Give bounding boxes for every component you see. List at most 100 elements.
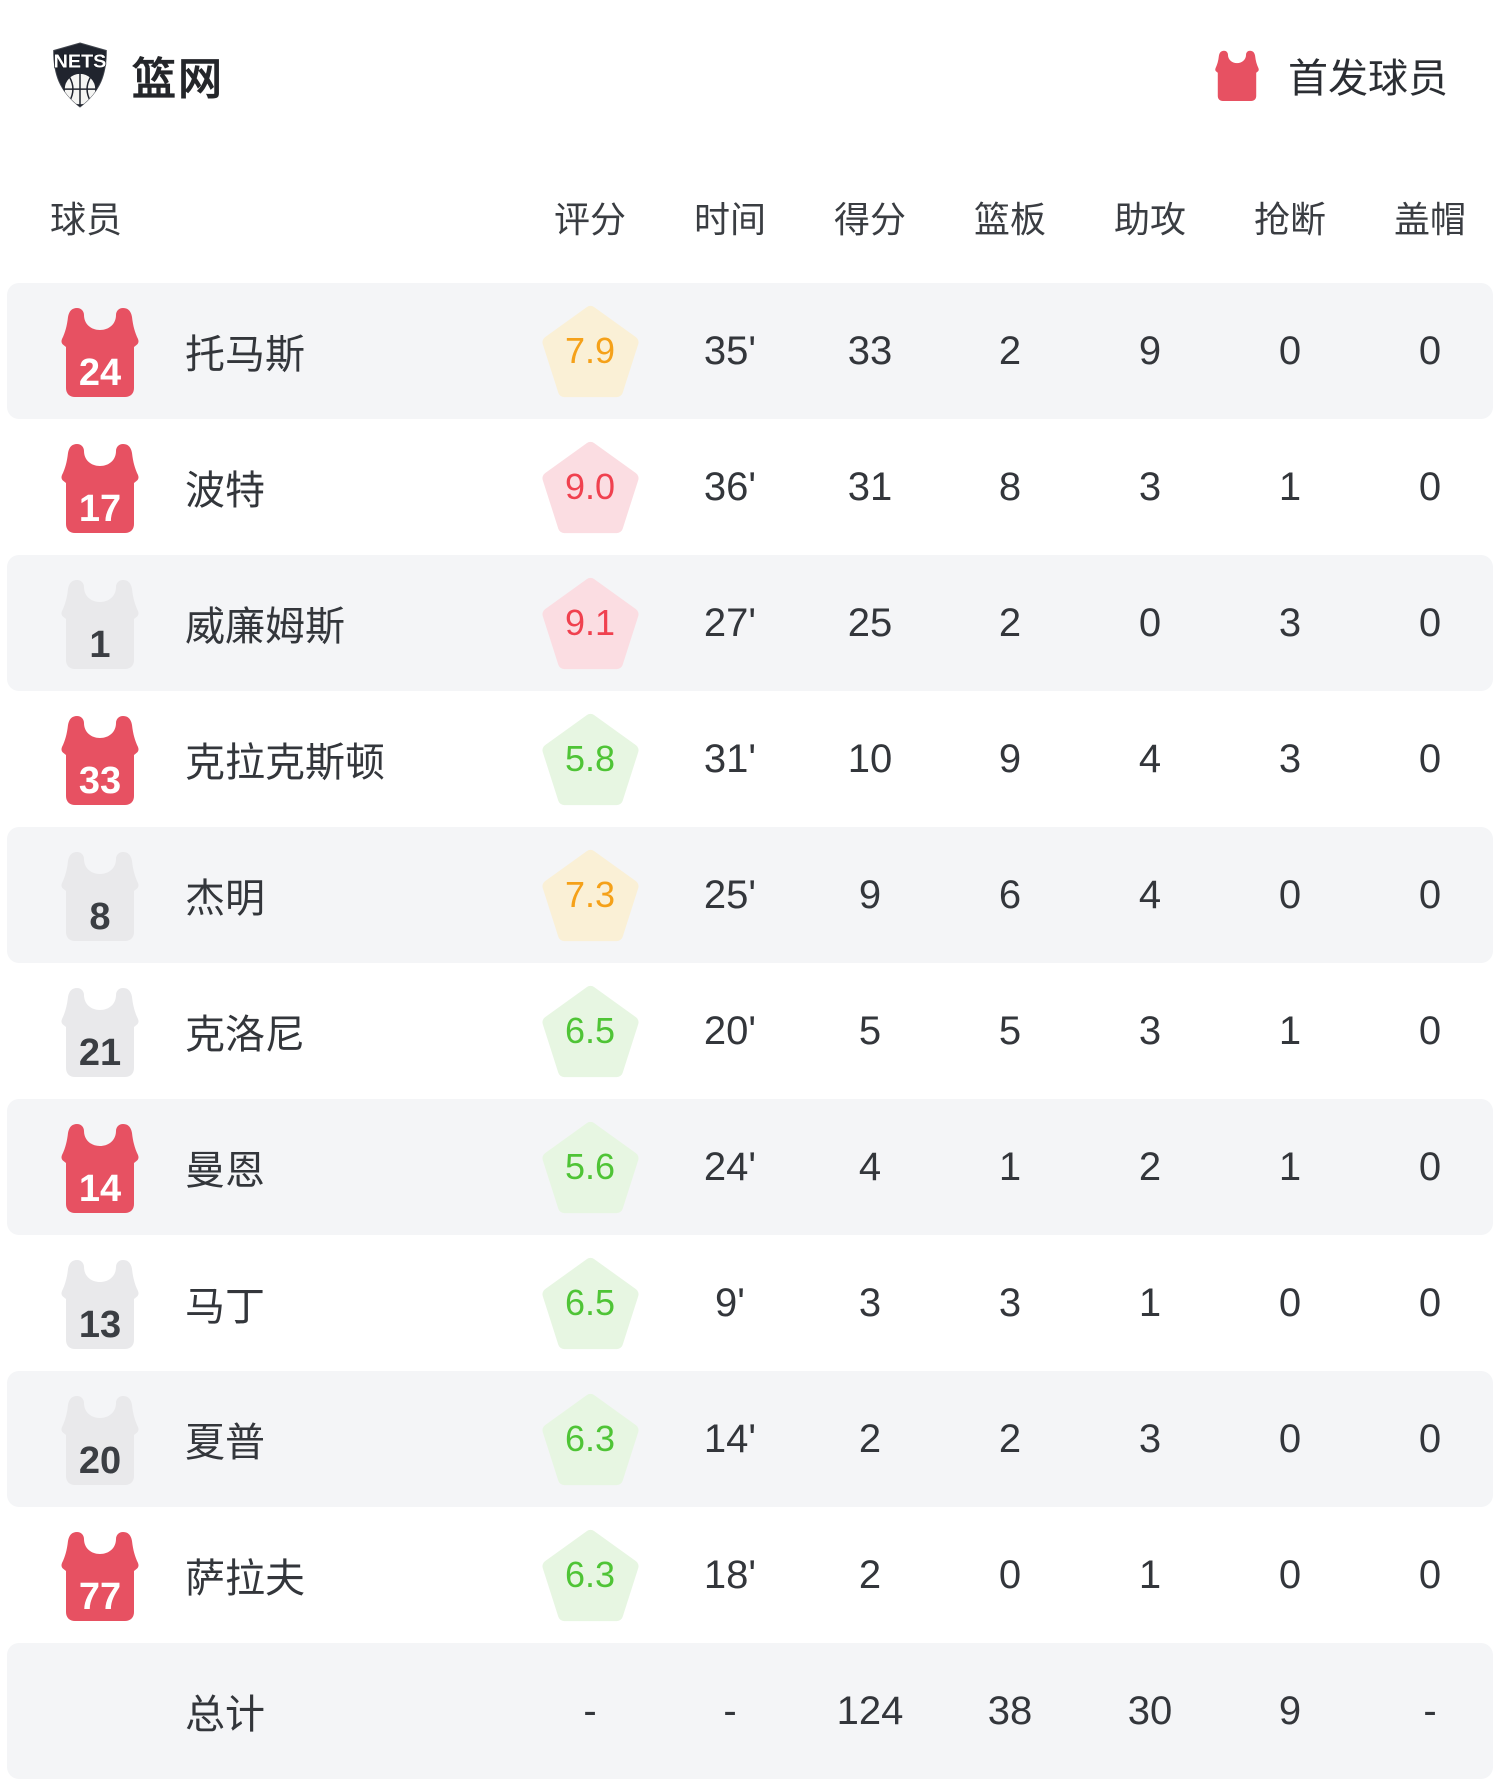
player-cell: 24 托马斯 [0,305,520,397]
table-column-header: 球员 评分 时间 得分 篮板 助攻 抢断 盖帽 [0,150,1500,283]
col-header-3: 得分 [833,198,906,240]
player-row[interactable]: 1 威廉姆斯 9.1 27' 25 2 0 3 0 [0,555,1500,691]
totals-time: - [723,1688,737,1733]
stat-blocks: 0 [1418,600,1442,645]
rating-pentagon-badge: 5.6 [541,1120,639,1214]
stat-blocks: 0 [1418,1552,1442,1597]
stat-time: 27' [703,600,757,645]
player-row[interactable]: 17 波特 9.0 36' 31 8 3 1 0 [0,419,1500,555]
stat-time: 36' [703,464,757,509]
col-header-5: 助攻 [1113,198,1186,240]
player-row[interactable]: 24 托马斯 7.9 35' 33 2 9 0 0 [0,283,1500,419]
col-header-2: 时间 [693,198,766,240]
jersey-number: 8 [89,896,110,938]
team-name: 篮网 [132,55,224,104]
rating-value: 5.6 [564,1146,616,1187]
rating-pentagon-badge: 7.3 [541,848,639,942]
stat-time: 9' [715,1280,745,1325]
stat-assists: 9 [1138,328,1162,373]
rating-pentagon-badge: 9.0 [541,440,639,534]
rating-cell: 9.0 [520,440,660,534]
stat-steals: 3 [1278,600,1302,645]
player-table: 24 托马斯 7.9 35' 33 2 9 0 0 17 波特 [0,283,1500,1643]
stat-rebounds: 2 [998,600,1022,645]
rating-value: 6.5 [564,1010,616,1051]
jersey-number: 13 [79,1304,121,1346]
stat-steals: 3 [1278,736,1302,781]
rating-pentagon-badge: 6.3 [541,1528,639,1622]
stat-time: 24' [703,1144,757,1189]
player-jersey-icon: 20 [61,1396,139,1485]
pentagon-icon [541,441,639,534]
player-name: 马丁 [185,1285,265,1329]
rating-cell: 6.5 [520,1256,660,1350]
player-name: 夏普 [185,1421,265,1465]
stat-steals: 1 [1278,1144,1302,1189]
player-cell: 20 夏普 [0,1393,520,1485]
stat-assists: 3 [1138,1008,1162,1053]
player-row[interactable]: 14 曼恩 5.6 24' 4 1 2 1 0 [0,1099,1500,1235]
player-row[interactable]: 13 马丁 6.5 9' 3 3 1 0 0 [0,1235,1500,1371]
player-cell: 1 威廉姆斯 [0,577,520,669]
pentagon-icon [541,713,639,806]
jersey-number: 1 [89,624,110,666]
player-jersey-icon: 77 [61,1532,139,1621]
player-name: 杰明 [185,877,265,921]
player-jersey-icon: 13 [61,1260,139,1349]
player-cell: 14 曼恩 [0,1121,520,1213]
stat-assists: 1 [1138,1552,1162,1597]
player-name: 克洛尼 [185,1013,305,1057]
rating-pentagon-badge: 6.5 [541,984,639,1078]
totals-points: 124 [836,1688,904,1733]
stat-time: 14' [703,1416,757,1461]
stat-steals: 1 [1278,464,1302,509]
stat-blocks: 0 [1418,872,1442,917]
col-header-7: 盖帽 [1393,198,1466,240]
rating-pentagon-badge: 7.9 [541,304,639,398]
rating-pentagon-badge: 9.1 [541,576,639,670]
starter-legend: 首发球员 [1214,46,1448,104]
player-row[interactable]: 8 杰明 7.3 25' 9 6 4 0 0 [0,827,1500,963]
jersey-number: 33 [79,760,121,802]
stat-time: 18' [703,1552,757,1597]
stat-time: 25' [703,872,757,917]
stat-steals: 0 [1278,328,1302,373]
stat-rebounds: 8 [998,464,1022,509]
stat-points: 5 [858,1008,882,1053]
stat-time: 20' [703,1008,757,1053]
jersey-number: 20 [79,1440,121,1482]
pentagon-icon [541,1121,639,1214]
col-header-4: 篮板 [973,198,1046,240]
rating-pentagon-badge: 5.8 [541,712,639,806]
stat-rebounds: 2 [998,328,1022,373]
player-jersey-icon: 1 [61,580,139,669]
stat-time: 35' [703,328,757,373]
totals-steals: 9 [1278,1688,1302,1733]
rating-cell: 5.6 [520,1120,660,1214]
rating-value: 7.3 [564,874,616,915]
player-name: 克拉克斯顿 [185,741,385,785]
col-header-1: 评分 [553,198,626,240]
player-row[interactable]: 20 夏普 6.3 14' 2 2 3 0 0 [0,1371,1500,1507]
rating-value: 6.5 [564,1282,616,1323]
rating-value: 5.8 [564,738,616,779]
stat-steals: 0 [1278,1280,1302,1325]
jersey-number: 24 [79,352,121,394]
team-header: NETS 篮网 首发球员 [0,0,1500,150]
stat-steals: 0 [1278,1416,1302,1461]
player-row[interactable]: 77 萨拉夫 6.3 18' 2 0 1 0 0 [0,1507,1500,1643]
totals-assists: 30 [1127,1688,1173,1733]
player-row[interactable]: 21 克洛尼 6.5 20' 5 5 3 1 0 [0,963,1500,1099]
player-name: 托马斯 [185,333,305,377]
player-cell: 33 克拉克斯顿 [0,713,520,805]
stat-points: 31 [847,464,893,509]
player-row[interactable]: 33 克拉克斯顿 5.8 31' 10 9 4 3 0 [0,691,1500,827]
stat-steals: 0 [1278,1552,1302,1597]
stat-blocks: 0 [1418,1416,1442,1461]
stat-points: 9 [858,872,882,917]
player-jersey-icon: 21 [61,988,139,1077]
stat-rebounds: 1 [998,1144,1022,1189]
player-jersey-icon: 14 [61,1124,139,1213]
pentagon-icon [541,305,639,398]
stat-blocks: 0 [1418,736,1442,781]
